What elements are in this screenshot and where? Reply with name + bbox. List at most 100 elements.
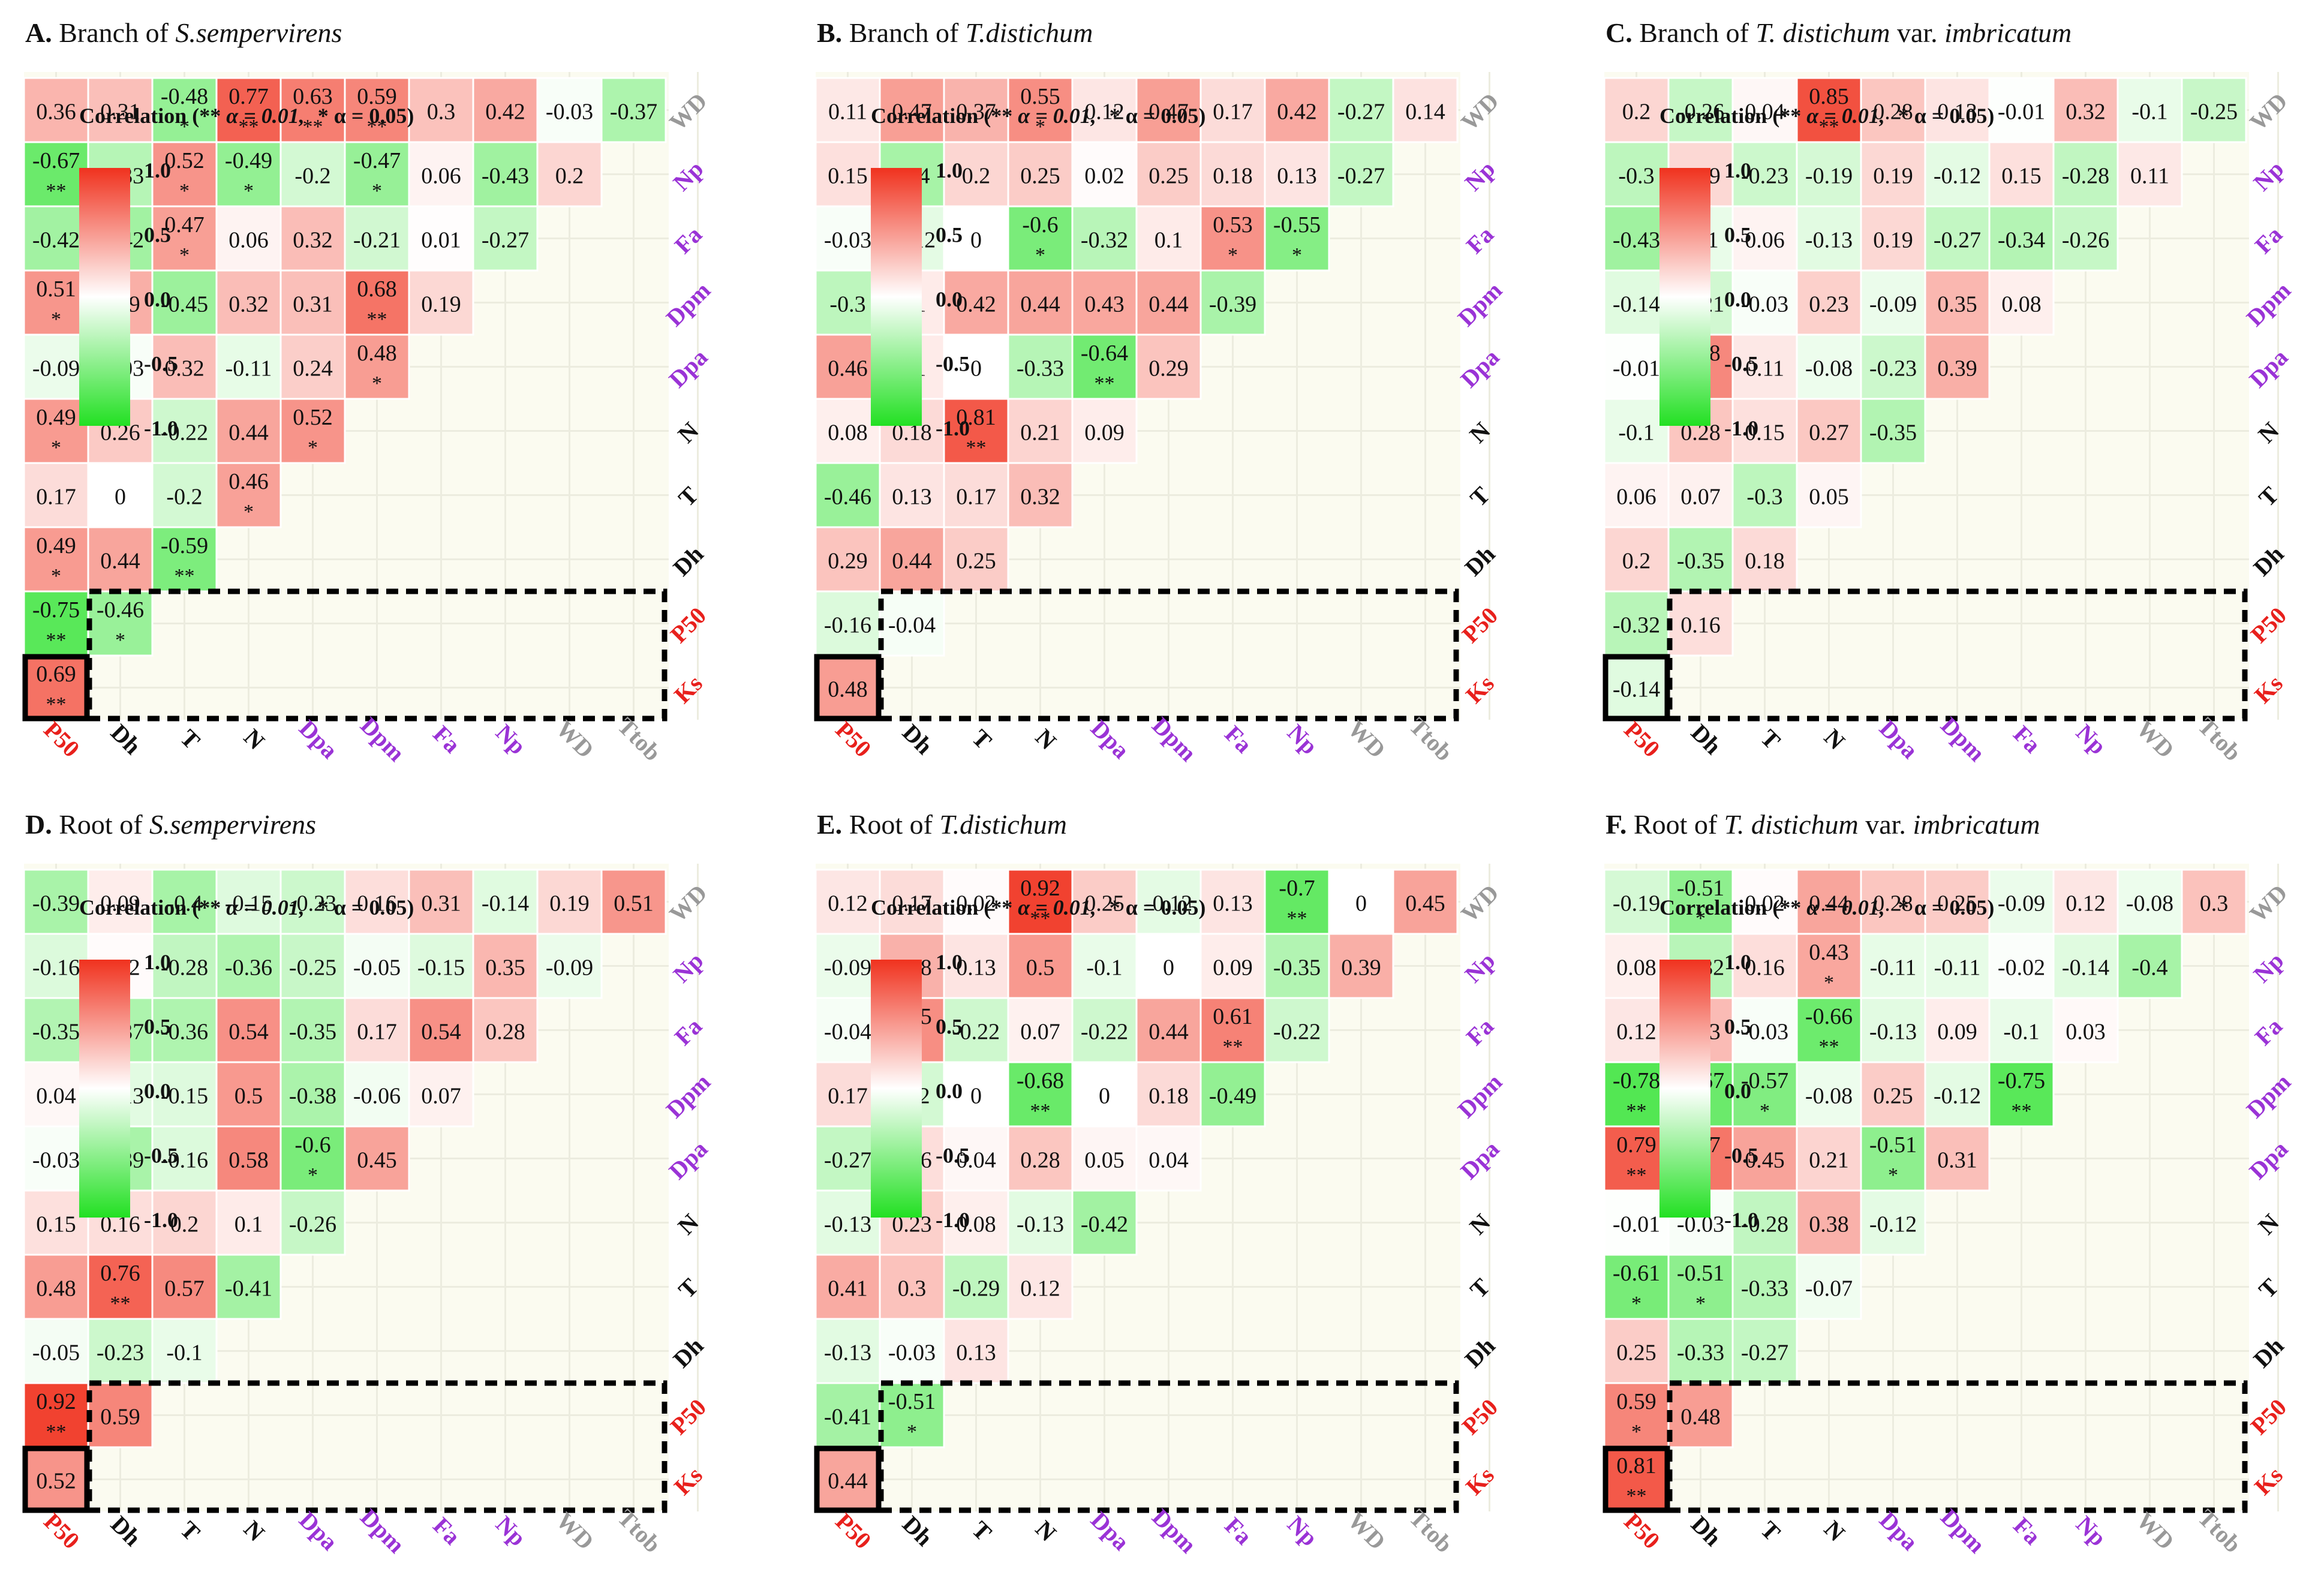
heatmap-cell (879, 1382, 945, 1448)
x-axis-tick-label: WD (551, 715, 600, 764)
significance-label: * (372, 372, 382, 395)
x-axis-tick-label: Fa (1219, 1512, 1257, 1550)
heatmap-cell (1731, 269, 1798, 336)
cell-value-label: 0.05 (1809, 484, 1849, 509)
cell-value-label: 0.51 (36, 276, 76, 302)
highlight-dashed-box (878, 588, 1459, 722)
cell-value-label: 0.19 (549, 891, 590, 916)
cell-value-label: 0.07 (1680, 484, 1721, 509)
cell-value-label: -0.08 (1805, 1083, 1853, 1108)
significance-label: ** (1030, 1100, 1051, 1122)
x-axis-tick-label: Dh (1686, 1510, 1727, 1551)
cell-value-label: -0.32 (1613, 612, 1660, 638)
highlight-dashed-box (1667, 1380, 2248, 1513)
heatmap-cell (408, 933, 474, 999)
cell-value-label: 0.58 (229, 1147, 269, 1173)
heatmap-cell (1135, 141, 1202, 208)
heatmap-cell (1860, 141, 1926, 208)
legend-tick-label: 1.0 (936, 158, 963, 182)
cell-value-label: 0.52 (36, 1468, 76, 1493)
heatmap-cell (87, 77, 154, 143)
cell-value-label: -0.03 (546, 99, 593, 124)
cell-value-label: 0.06 (1616, 484, 1656, 509)
heatmap-cell (1731, 868, 1798, 935)
heatmap-cell (344, 333, 410, 400)
cell-value-label: 0.3 (427, 99, 456, 124)
x-axis-tick-label: Dpa (294, 1506, 343, 1555)
heatmap-cell (943, 462, 1009, 528)
cell-value-label: 0.44 (1149, 1019, 1189, 1044)
heatmap-cell (814, 1382, 881, 1448)
cell-value-label: -0.29 (952, 1276, 1000, 1301)
cell-value-label: -0.46 (824, 484, 871, 509)
heatmap-cell (943, 77, 1009, 143)
legend-tick-label: 0.0 (144, 287, 171, 311)
legend-tick-label: -1.0 (1724, 1208, 1758, 1232)
legend-tick-label: 1.0 (1724, 950, 1751, 974)
cell-value-label: -0.51 (1677, 1261, 1724, 1286)
y-axis-tick-label: WD (2244, 879, 2293, 928)
heatmap-cell (1264, 997, 1330, 1063)
heatmap-cell (1007, 868, 1074, 935)
cell-value-label: 0.31 (1937, 1147, 1977, 1173)
heatmap-cell (1007, 462, 1074, 528)
heatmap-cell (1924, 269, 1991, 336)
cell-value-label: 0.06 (421, 163, 461, 188)
heatmap-cell (279, 141, 346, 208)
cell-value-label: 0.59 (1616, 1389, 1656, 1414)
cell-value-label: 0.79 (1616, 1132, 1656, 1158)
heatmap-cell (1135, 269, 1202, 336)
heatmap-cell (1007, 333, 1074, 400)
heatmap-cell (1860, 333, 1926, 400)
cell-value-label: 0.08 (828, 420, 868, 445)
x-axis-tick-label: WD (551, 1507, 600, 1555)
heatmap-cell (536, 141, 603, 208)
cell-value-label: 0.09 (100, 891, 140, 916)
y-axis-tick-label: P50 (1457, 1393, 1503, 1439)
cell-value-label: 0.14 (1405, 99, 1445, 124)
cell-value-label: -0.55 (1273, 212, 1321, 238)
x-axis-tick-label: Dpm (1147, 1504, 1202, 1559)
heatmap-cell (23, 868, 89, 935)
cell-value-label: -0.28 (161, 955, 208, 980)
heatmap-cell (1392, 868, 1459, 935)
heatmap-cell (87, 868, 154, 935)
significance-label: * (907, 1421, 917, 1443)
cell-value-label: 0.25 (1149, 163, 1189, 188)
significance-label: * (115, 629, 125, 651)
heatmap-cell (2052, 933, 2119, 999)
legend-tick-label: -0.5 (144, 352, 178, 376)
x-axis-tick-label: T (1755, 724, 1786, 755)
cell-value-label: 0.09 (1084, 420, 1125, 445)
x-axis-tick-label: Dh (106, 719, 146, 759)
cell-value-label: 0.23 (1809, 291, 1849, 317)
significance-label: * (179, 180, 190, 202)
x-axis-tick-label: Dpm (1935, 712, 1991, 767)
heatmap-cell (279, 997, 346, 1063)
cell-value-label: -0.25 (289, 955, 336, 980)
cell-value-label: 0.07 (421, 1083, 461, 1108)
cell-value-label: -0.14 (1613, 291, 1660, 317)
y-axis-tick-label: Dpm (1453, 1068, 1508, 1123)
legend-tick-label: 0.5 (936, 223, 963, 247)
heatmap-cell (536, 868, 603, 935)
cell-value-label: -0.35 (1677, 548, 1724, 573)
y-axis-tick-label: T (673, 1273, 703, 1303)
cell-value-label: -0.01 (1613, 1212, 1660, 1237)
cell-value-label: 0.46 (828, 356, 868, 381)
cell-value-label: 0.08 (1616, 955, 1656, 980)
cell-value-label: 0.45 (1405, 891, 1445, 916)
heatmap-cell (1860, 398, 1926, 464)
heatmap-cell (151, 868, 218, 935)
cell-value-label: 0.12 (1616, 1019, 1656, 1044)
cell-value-label: -0.28 (1741, 1212, 1788, 1237)
cell-value-label: -0.59 (161, 533, 208, 558)
cell-value-label: 0.06 (229, 227, 269, 253)
heatmap-cell (1603, 333, 1670, 400)
cell-value-label: -0.1 (166, 1340, 202, 1365)
cell-value-label: 0.13 (1277, 163, 1317, 188)
cell-value-label: 0.57 (164, 1276, 205, 1301)
y-axis-tick-label: Np (1459, 947, 1500, 988)
heatmap-cell (344, 205, 410, 272)
cell-value-label: 0.43 (1809, 940, 1849, 965)
